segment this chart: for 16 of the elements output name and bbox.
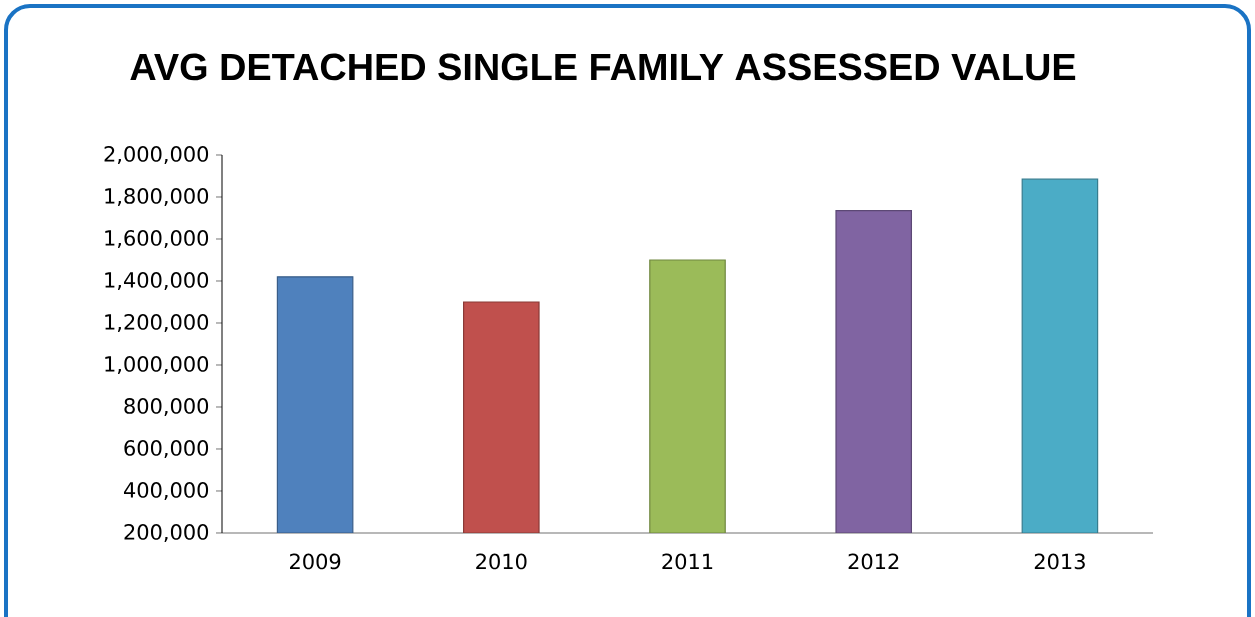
y-tick-label: 600,000 — [124, 440, 209, 458]
y-tick-label: 200,000 — [124, 524, 209, 542]
x-tick-label: 2011 — [662, 553, 713, 570]
chart-title: AVG DETACHED SINGLE FAMILY ASSESSED VALUE — [130, 53, 1076, 81]
y-tick-label: 2,000,000 — [104, 146, 209, 164]
x-tick-label: 2012 — [848, 553, 899, 570]
y-tick-label: 800,000 — [124, 398, 209, 416]
x-tick-label: 2010 — [476, 553, 527, 570]
y-tick-label: 1,200,000 — [105, 314, 209, 332]
y-tick-label: 1,600,000 — [105, 230, 209, 248]
y-tick-label: 1,800,000 — [105, 188, 209, 206]
y-tick-label: 1,400,000 — [105, 272, 209, 290]
x-tick-label: 2013 — [1034, 553, 1085, 570]
y-tick-label: 1,000,000 — [105, 356, 209, 374]
x-tick-label: 2009 — [290, 553, 341, 570]
y-tick-label: 400,000 — [123, 482, 209, 500]
